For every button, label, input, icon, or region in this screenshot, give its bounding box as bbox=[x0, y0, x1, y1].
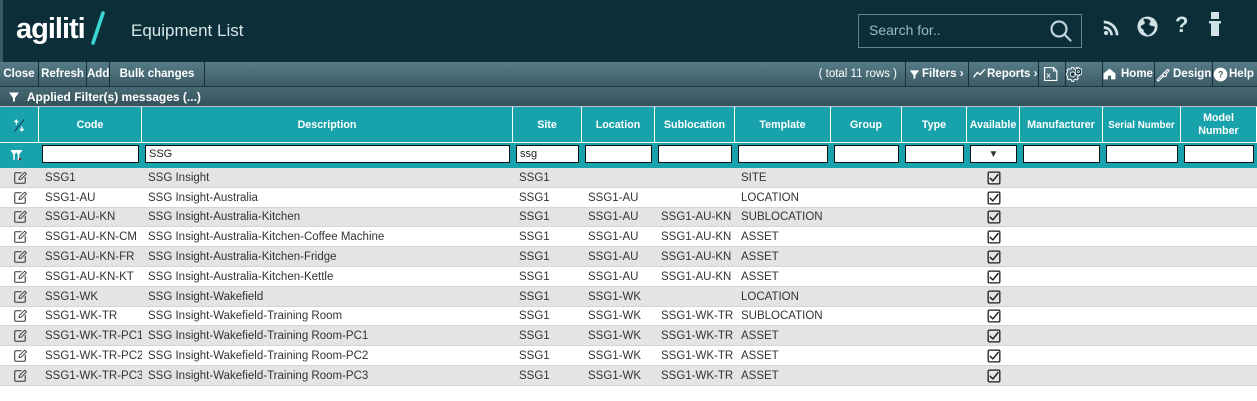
svg-text:X: X bbox=[1046, 73, 1051, 80]
svg-text:?: ? bbox=[1218, 70, 1223, 80]
